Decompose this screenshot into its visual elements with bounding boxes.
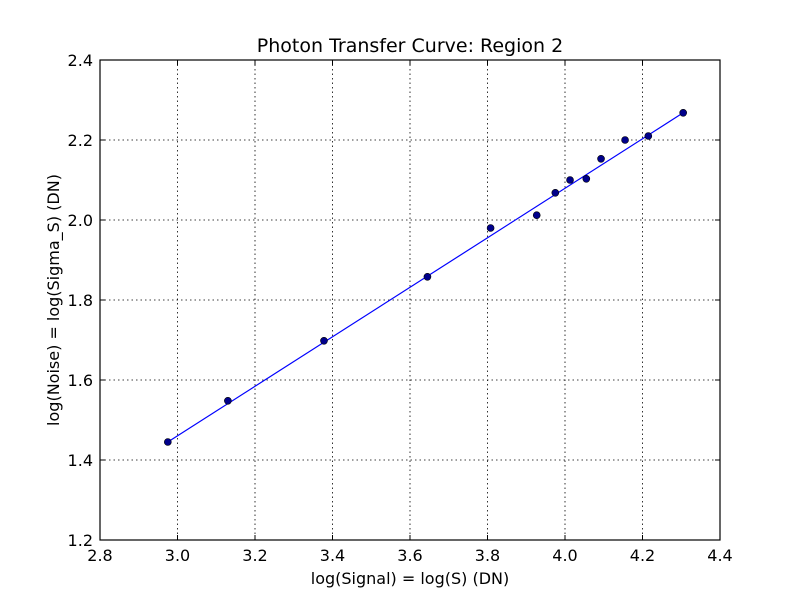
data-point: [320, 336, 328, 345]
tick-layer: 2.8 3.0 3.2 3.4 3.6 3.8 4.0 4.2 4.4 1.2 1.4 1.6 1.8 2…: [68, 51, 733, 565]
y-tick-label: 2.2: [68, 131, 93, 150]
x-tick-label: 4.4: [707, 546, 732, 565]
data-point: [582, 175, 591, 183]
data-point: [644, 132, 653, 140]
data-point: [164, 438, 172, 446]
x-tick-label: 4.0: [552, 546, 577, 565]
grid-layer: [100, 60, 720, 540]
x-tick-label: 3.8: [475, 546, 500, 565]
x-tick-label: 3.4: [320, 546, 345, 565]
y-tick-label: 1.4: [68, 451, 93, 470]
data-point: [551, 189, 560, 197]
data-point: [224, 396, 232, 405]
x-tick-label: 2.8: [87, 546, 112, 565]
y-tick-label: 1.6: [68, 371, 93, 390]
x-tick-label: 3.0: [165, 546, 190, 565]
y-tick-label: 2.4: [68, 51, 93, 70]
x-axis-label: log(Signal) = log(S) (DN): [311, 569, 510, 588]
data-point: [597, 155, 605, 163]
y-tick-label: 1.2: [68, 531, 93, 550]
data-point: [532, 211, 541, 219]
x-tick-label: 3.6: [397, 546, 422, 565]
data-point: [423, 272, 432, 281]
y-axis-label: log(Noise) = log(Sigma_S) (DN): [44, 174, 64, 426]
y-tick-label: 1.8: [68, 291, 93, 310]
series-layer: [164, 109, 687, 446]
data-point: [679, 109, 687, 117]
x-tick-label: 3.2: [242, 546, 267, 565]
chart-title: Photon Transfer Curve: Region 2: [257, 35, 563, 57]
y-tick-label: 2.0: [68, 211, 93, 230]
data-point: [486, 224, 495, 232]
x-tick-label: 4.2: [630, 546, 655, 565]
data-point: [566, 176, 574, 184]
data-point: [621, 136, 629, 144]
